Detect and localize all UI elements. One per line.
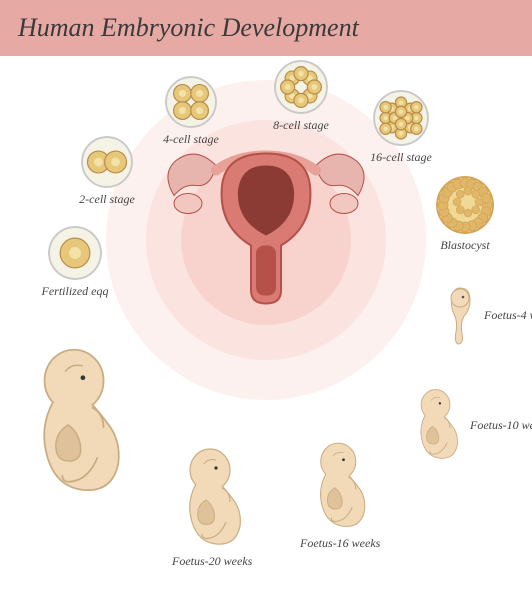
foetus-20: Foetus-20 weeks (172, 444, 252, 569)
foetus-4: Foetus-4 weeks (440, 284, 532, 346)
foetus-label: Foetus-4 weeks (484, 308, 532, 323)
stage-4-cell: 4-cell stage (146, 76, 236, 147)
title-bar: Human Embryonic Development (0, 0, 532, 56)
foetus-full (18, 342, 136, 502)
stage-label: 16-cell stage (370, 150, 432, 165)
foetus-16: Foetus-16 weeks (300, 438, 380, 551)
stage-label: 2-cell stage (79, 192, 135, 207)
foetus-label: Foetus-20 weeks (172, 554, 252, 569)
page-title: Human Embryonic Development (18, 13, 359, 43)
stage-label: Fertilized eqq (42, 284, 109, 299)
foetus-10: Foetus-10 weeks (408, 386, 532, 464)
foetus-label: Foetus-10 weeks (470, 418, 532, 433)
stage-16-cell: 16-cell stage (356, 90, 446, 165)
stage-fertilized-egg: Fertilized eqq (30, 226, 120, 299)
stage-label: 8-cell stage (273, 118, 329, 133)
stage-label: 4-cell stage (163, 132, 219, 147)
stage-8-cell: 8-cell stage (256, 60, 346, 133)
stage-2-cell: 2-cell stage (62, 136, 152, 207)
stage-label: Blastocyst (440, 238, 489, 253)
uterus-icon (156, 126, 376, 321)
diagram-canvas: Fertilized eqq 2-cell stage 4-cell stage (0, 56, 532, 600)
foetus-label: Foetus-16 weeks (300, 536, 380, 551)
stage-blastocyst: Blastocyst (420, 176, 510, 253)
